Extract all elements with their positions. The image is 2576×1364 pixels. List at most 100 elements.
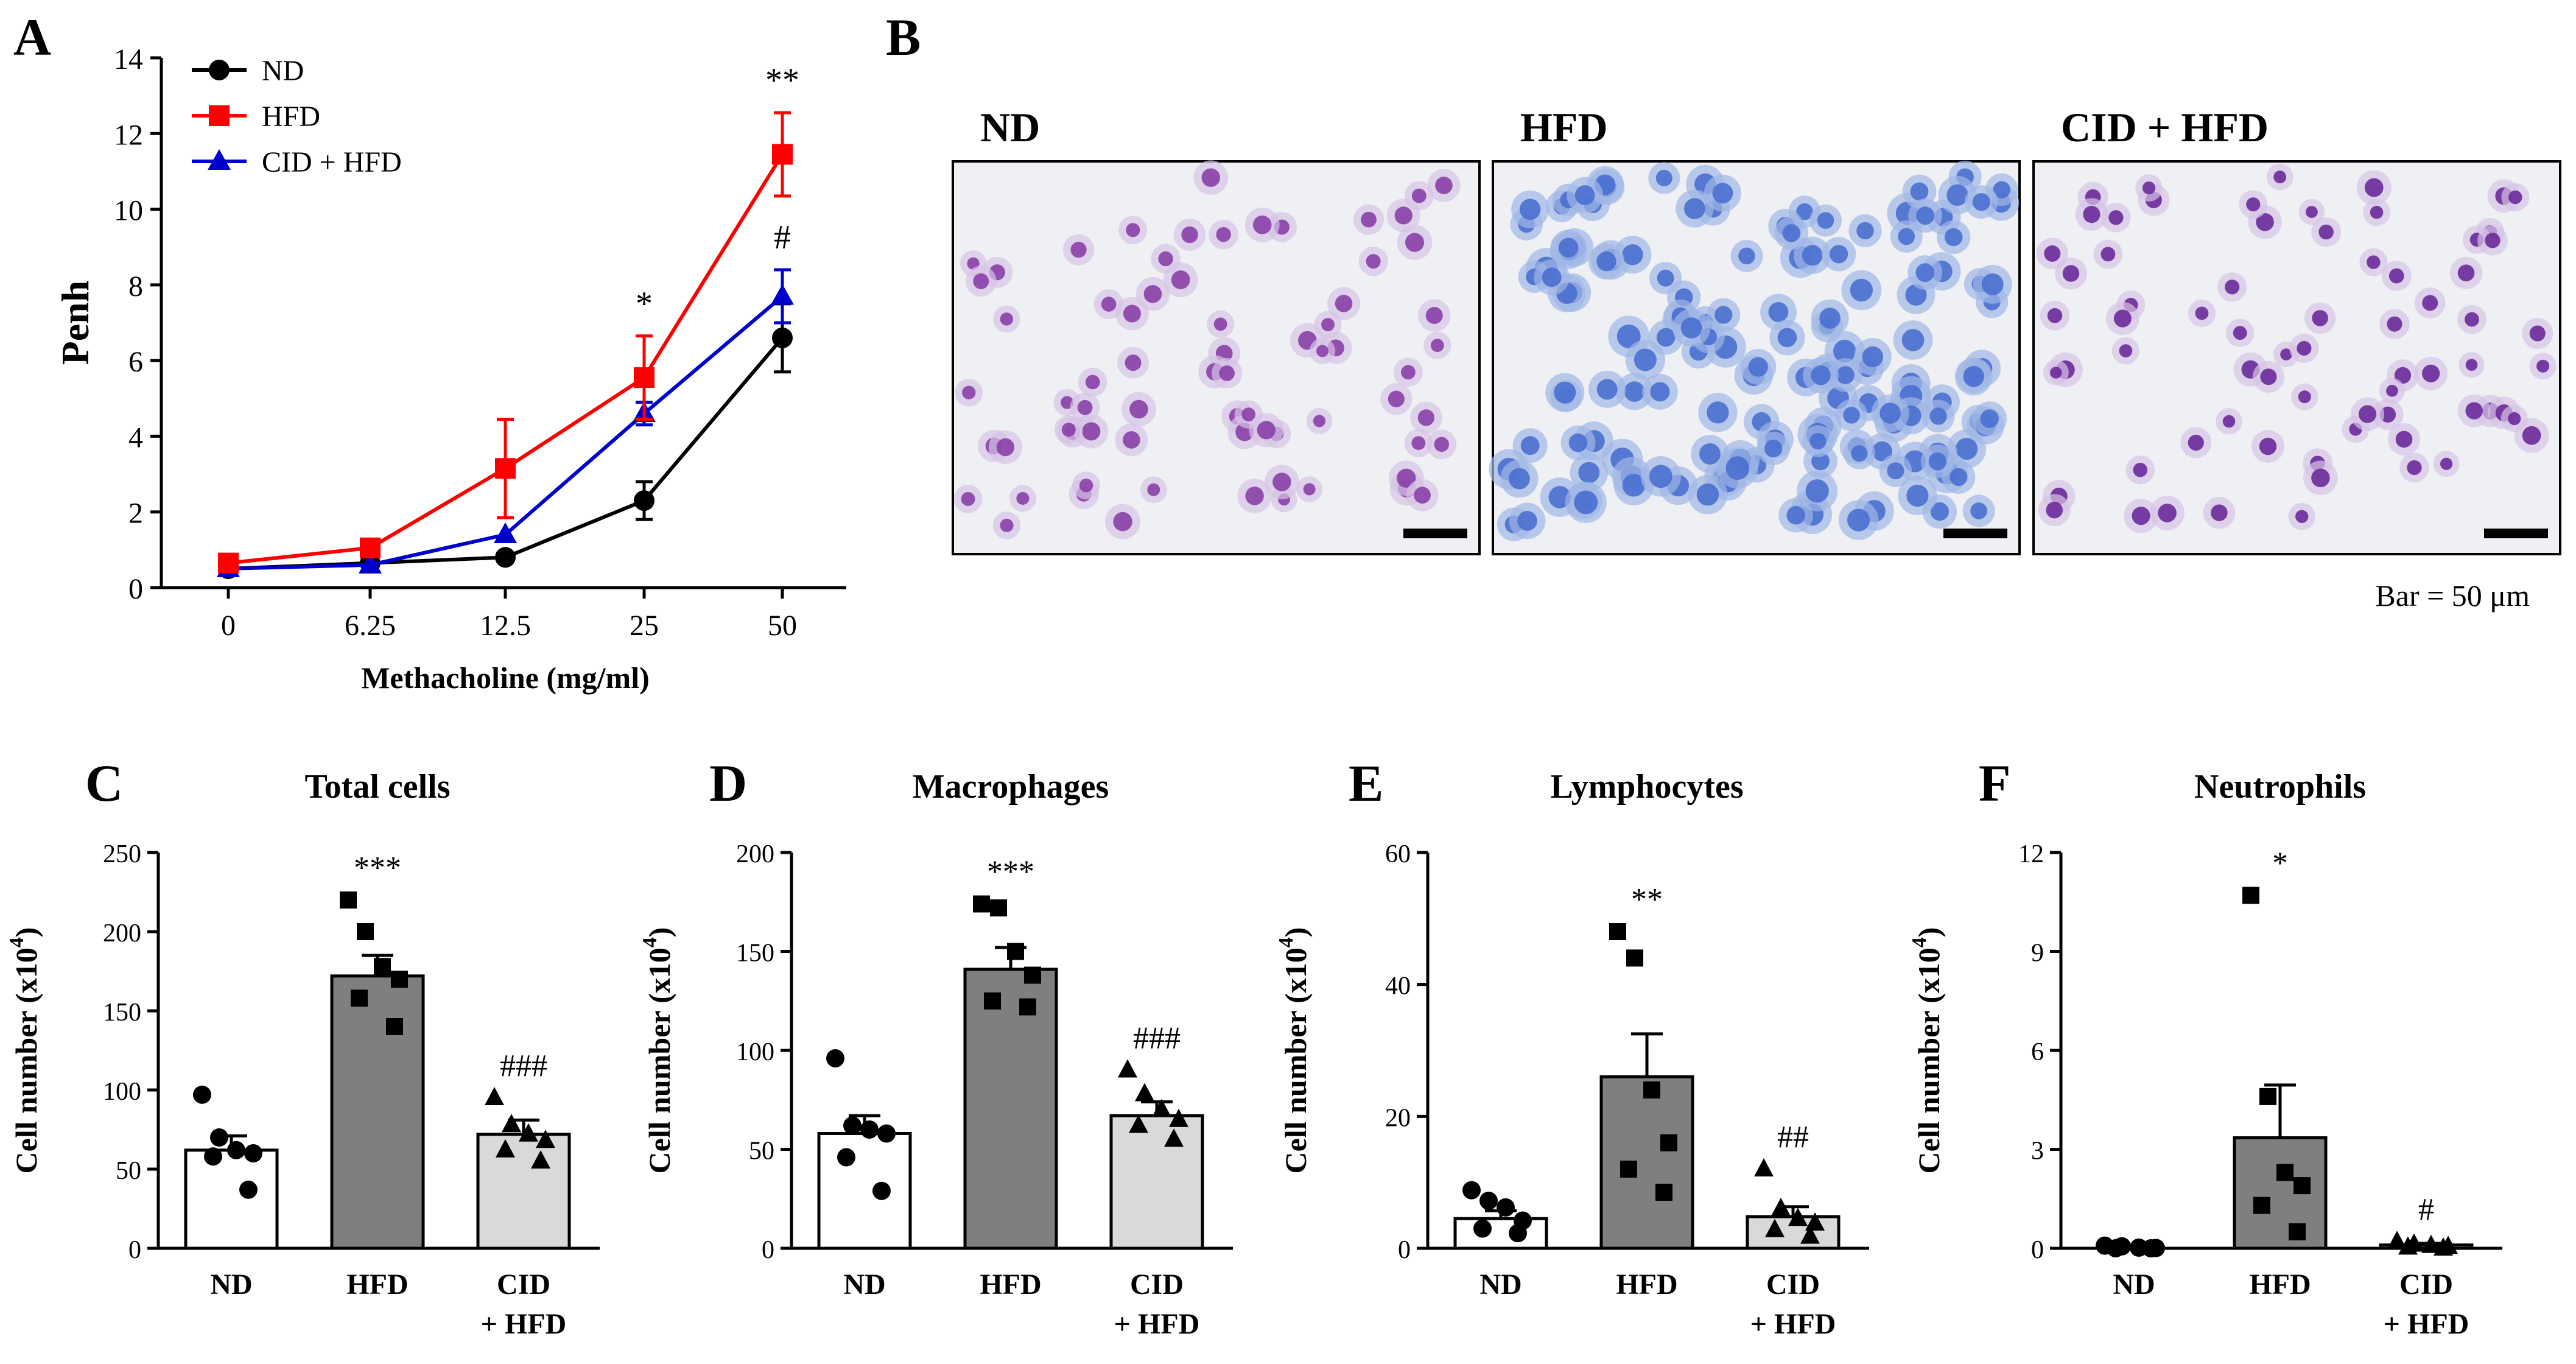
cell-nucleus [2158,504,2177,522]
data-point [837,1148,855,1167]
scale-bar [2484,529,2548,538]
cell-nucleus [2222,415,2236,428]
data-point [502,1114,521,1133]
y-tick-label: 250 [103,840,141,868]
cell-nucleus [1725,456,1750,480]
y-tick-label: 100 [103,1078,141,1106]
cell-nucleus [1963,366,1984,387]
data-point [877,1124,896,1143]
cell-nucleus [2364,178,2384,197]
cell-nucleus [2311,468,2330,488]
data-point [1462,1181,1481,1200]
significance-label: # [774,219,791,256]
data-point [1765,1218,1785,1237]
cell-nucleus [1313,415,1326,427]
cell-nucleus [2062,265,2080,282]
cell-nucleus [1126,223,1140,237]
cell-nucleus [1843,407,1860,424]
data-point [536,1130,555,1148]
panel-label-b: B [886,8,921,66]
cell-nucleus [1303,483,1316,496]
data-point [519,1123,538,1142]
cell-nucleus [2388,268,2404,284]
significance-label: *** [354,851,401,885]
cell-nucleus [1699,443,1721,465]
cell-nucleus [1411,436,1426,451]
data-point [485,1087,504,1105]
cell-nucleus [1201,168,1220,187]
category-label: HFD [1616,1268,1677,1301]
cell-nucleus [1077,399,1093,415]
micrograph-label: HFD [1520,104,1608,150]
y-axis-label-close: ) [642,927,676,938]
y-tick-label: 10 [114,195,143,227]
bar-group-2: ### CID + HFD [476,1049,571,1340]
category-label-line: CID [2399,1268,2453,1301]
significance-label: * [2272,846,2288,881]
data-point [973,895,990,913]
cell-nucleus [1181,226,1198,244]
cell-nucleus [2297,340,2312,356]
cell-nucleus [1414,487,1431,504]
cell-nucleus [2536,359,2550,373]
cell-nucleus [1335,295,1353,312]
y-tick-label: 12 [2018,840,2044,868]
y-axis-label: Penh [54,281,97,365]
cell-nucleus [1542,267,1562,287]
data-point [634,490,655,511]
cell-nucleus [2260,368,2277,385]
data-point [1152,1099,1171,1117]
panel-label-d: D [709,754,747,812]
bar-chart-lymphocytes: Lymphocytes 0 20 40 60 Cell number (x104) ND **… [1275,768,1869,1340]
cell-nucleus [2133,463,2148,477]
y-tick-label: 6 [2031,1038,2044,1066]
cell-nucleus [1113,511,1132,532]
chart-title: Total cells [304,768,450,806]
cell-nucleus [1257,421,1276,440]
y-tick-label: 150 [736,940,774,968]
data-point [359,552,382,574]
cell-nucleus [1980,409,1999,428]
cell-nucleus [2440,457,2453,470]
y-axis-label-text: Cell number (x10 [642,947,676,1173]
data-point [1609,923,1626,940]
bar [330,974,425,1250]
series-hfd: *** [218,62,799,574]
data-point [360,537,381,558]
x-tick-label: 0 [221,610,236,642]
significance-label: ** [1631,882,1663,917]
data-point [2107,1239,2125,1257]
cell-nucleus [1906,484,1929,507]
data-point [239,1180,258,1199]
data-point [2293,1177,2311,1195]
cell-nucleus [1696,483,1719,506]
y-axis-label: Cell number (x104) [639,927,676,1174]
cell-nucleus [2047,308,2063,323]
data-point [1129,1114,1148,1133]
cell-nucleus [2280,348,2292,360]
cell-nucleus [1809,432,1827,450]
legend: ND HFD CID + HFD [192,55,402,178]
significance-label: ### [1133,1021,1181,1056]
y-tick-label: 0 [762,1236,774,1264]
cell-nucleus [1684,198,1705,219]
cell-nucleus [1796,203,1813,220]
cell-nucleus [2195,306,2209,320]
data-point [357,923,374,940]
cell-nucleus [1123,431,1140,449]
data-point [1019,998,1036,1016]
micrograph-label: ND [980,104,1040,150]
legend-label: CID + HFD [262,146,402,178]
cell-nucleus [1656,328,1676,347]
data-point [1620,1161,1637,1178]
cell-nucleus [1616,324,1641,348]
data-point [204,1147,222,1166]
data-point [771,284,794,305]
category-label: ND [1479,1268,1521,1301]
y-tick-label: 0 [1398,1236,1411,1264]
cell-nucleus [1316,345,1328,357]
data-point [1024,966,1041,984]
cell-nucleus [2188,434,2204,451]
data-point [1473,1219,1492,1238]
cell-nucleus [2246,197,2261,212]
